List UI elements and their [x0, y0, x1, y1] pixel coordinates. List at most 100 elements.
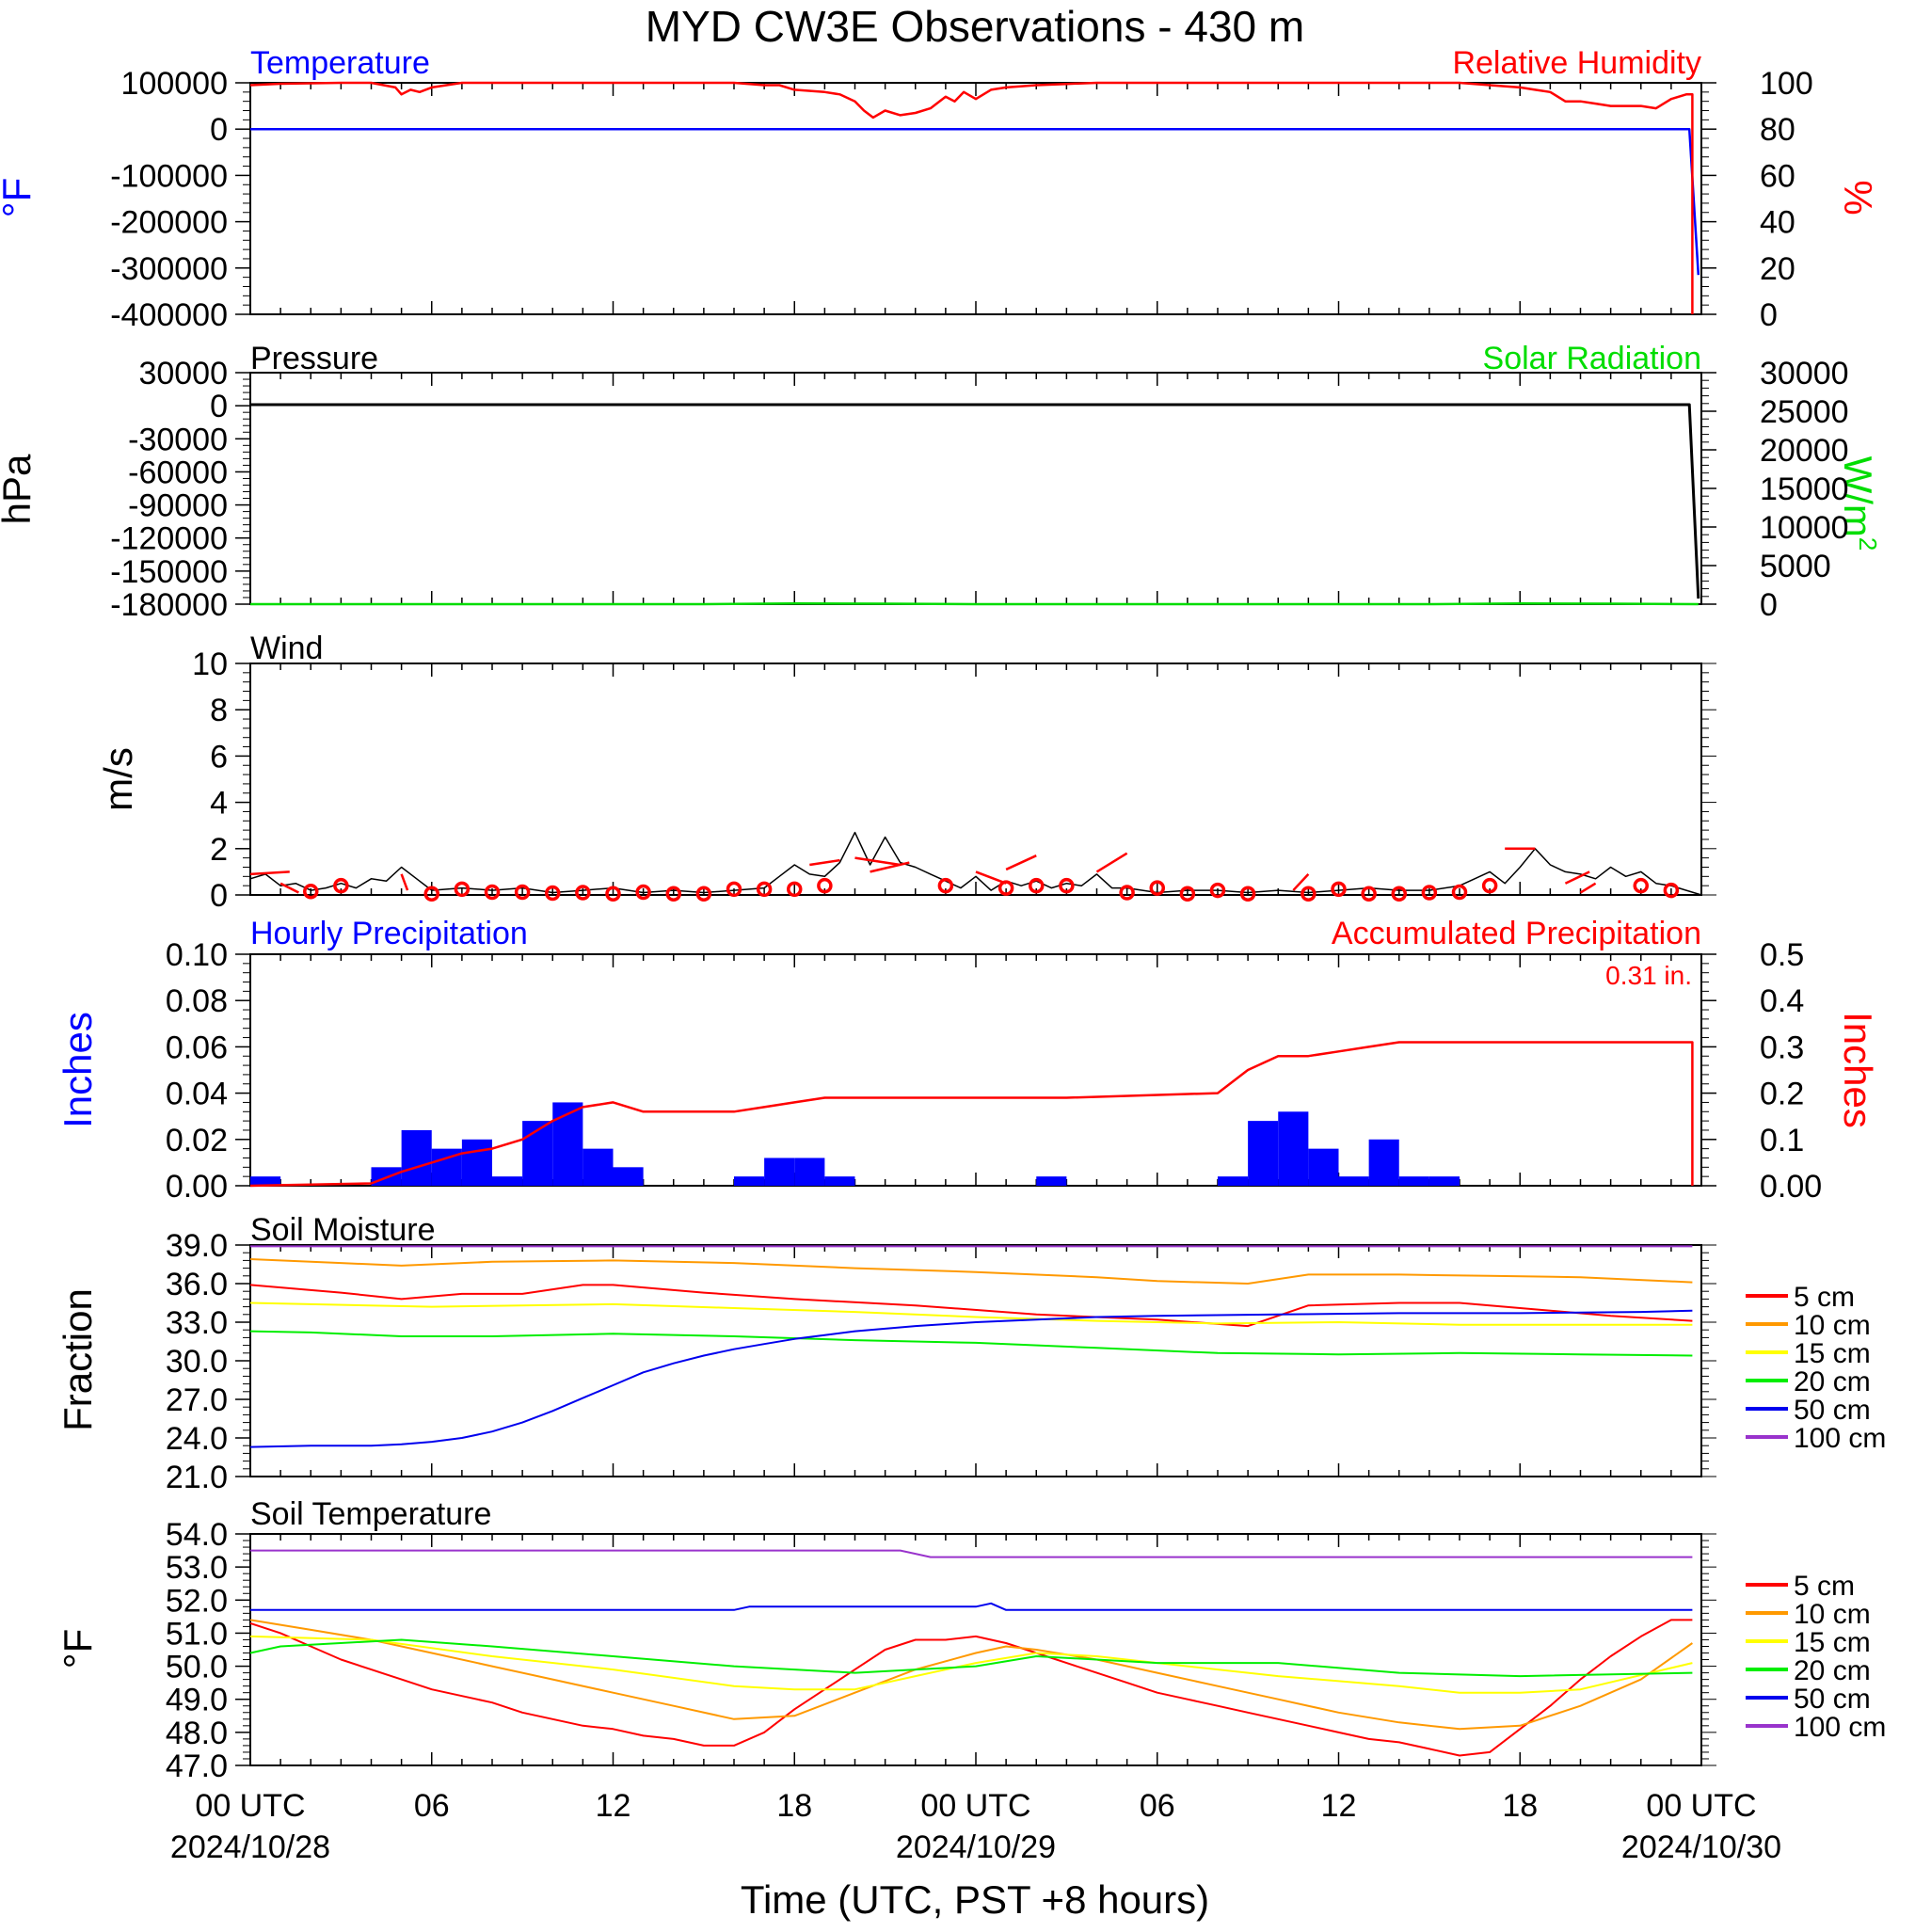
precip-total-label: 0.31 in. — [1605, 961, 1692, 990]
soil-temperature-unit: °F — [56, 1629, 100, 1669]
accum-precip-ytick-label: 0.00 — [1760, 1169, 1822, 1205]
x-tick-date: 2024/10/28 — [170, 1829, 330, 1865]
soil-moisture-ytick-label: 30.0 — [166, 1344, 228, 1380]
hourly-precip-unit: Inches — [56, 1012, 100, 1128]
soil-temperature-legend-label: 10 cm — [1794, 1599, 1871, 1630]
wind-calm-marker — [1119, 885, 1135, 901]
soil-moisture-ytick-label: 24.0 — [166, 1421, 228, 1457]
panel-soil-temperature: Soil Temperature °F — [56, 1496, 491, 1669]
wind-ytick-label: 8 — [210, 693, 228, 728]
pressure-ytick-label: 30000 — [138, 356, 228, 391]
panel-pressure-solar: Pressure Solar Radiation hPa W/m2 — [0, 341, 1882, 551]
hourly-precip-ytick-label: 0.10 — [166, 937, 228, 973]
temp-ytick-label: -400000 — [110, 297, 228, 333]
solar-title: Solar Radiation — [1483, 341, 1701, 376]
rh-ytick-label: 80 — [1760, 112, 1795, 148]
solar-ytick-label: 10000 — [1760, 510, 1849, 546]
wind-calm-marker — [1481, 877, 1498, 894]
humidity-line — [249, 81, 1694, 314]
figure-title: MYD CW3E Observations - 430 m — [646, 2, 1304, 51]
pressure-ytick-label: -60000 — [128, 455, 228, 490]
wind-barb — [1095, 852, 1128, 873]
wind-calm-marker — [514, 884, 531, 901]
solar-unit: W/m2 — [1836, 456, 1882, 551]
wind-barb — [1005, 854, 1037, 871]
wind-calm-marker — [787, 881, 803, 898]
soil-temperature-line — [250, 1549, 1693, 1558]
pressure-unit: hPa — [0, 454, 39, 524]
wind-ytick-label: 4 — [210, 786, 228, 822]
rh-ytick-label: 20 — [1760, 251, 1795, 287]
temp-rh-frame — [249, 82, 1702, 315]
precip-bar — [1218, 1176, 1249, 1186]
precip-bar — [582, 1148, 614, 1186]
wind-calm-marker — [1149, 880, 1165, 896]
wind-calm-marker — [575, 885, 591, 901]
precip-bar — [764, 1158, 795, 1186]
wind-calm-marker — [665, 886, 681, 902]
wind-ytick-label: 10 — [192, 647, 228, 682]
panel-wind: Wind m/s — [96, 631, 323, 811]
soil-temperature-ytick-label: 51.0 — [166, 1616, 228, 1652]
soil-moisture-ytick-label: 21.0 — [166, 1460, 228, 1495]
precip-bar — [1338, 1176, 1369, 1186]
wind-barb — [1292, 873, 1310, 891]
wind-calm-marker — [997, 880, 1014, 896]
x-tick-date: 2024/10/30 — [1621, 1829, 1781, 1865]
precip-bar — [492, 1176, 523, 1186]
wind-ytick-label: 0 — [210, 878, 228, 914]
precip-bar — [461, 1139, 492, 1186]
soil-moisture-ytick-label: 27.0 — [166, 1382, 228, 1418]
soil-moisture-ytick-label: 39.0 — [166, 1228, 228, 1264]
accum-precip-title: Accumulated Precipitation — [1332, 916, 1701, 951]
solar-ytick-label: 25000 — [1760, 394, 1849, 430]
wind-calm-marker — [1361, 886, 1377, 902]
precip-bar — [522, 1121, 553, 1186]
wind-calm-marker — [726, 881, 742, 898]
chart-marks: 1000000-100000-200000-300000-40000010080… — [110, 66, 1886, 1865]
soil-temperature-line — [249, 1635, 1693, 1694]
temp-ytick-label: -100000 — [110, 158, 228, 194]
hourly-precip-ytick-label: 0.08 — [166, 983, 228, 1019]
accum-precip-ytick-label: 0.5 — [1760, 937, 1804, 973]
wind-barb — [854, 856, 901, 867]
wind-calm-marker — [333, 877, 349, 894]
accum-precip-line — [249, 1041, 1694, 1188]
x-tick-label: 18 — [1502, 1788, 1538, 1824]
soil-temperature-line — [249, 1619, 1693, 1731]
panel-precip: Hourly Precipitation Accumulated Precipi… — [56, 916, 1880, 1128]
solar-ytick-label: 30000 — [1760, 356, 1849, 391]
soil-temperature-legend-label: 15 cm — [1794, 1627, 1871, 1658]
precip-bar — [1248, 1121, 1279, 1186]
x-tick-label: 00 UTC — [1646, 1788, 1756, 1824]
precip-bar — [824, 1176, 855, 1186]
soil-temperature-line — [249, 1619, 1693, 1757]
pressure-title: Pressure — [250, 341, 378, 376]
soil-temperature-line — [250, 1602, 1693, 1611]
accum-precip-ytick-label: 0.4 — [1760, 983, 1804, 1019]
wind-barb — [249, 870, 290, 876]
wind-barb — [809, 858, 840, 867]
wind-calm-marker — [817, 877, 833, 894]
soil-temperature-ytick-label: 48.0 — [166, 1716, 228, 1751]
pressure-line — [250, 403, 1700, 599]
wind-calm-marker — [423, 886, 439, 902]
wind-calm-marker — [484, 884, 501, 901]
wind-barb — [975, 870, 1007, 885]
rh-ytick-label: 60 — [1760, 158, 1795, 194]
panel-temp-rh: Temperature Relative Humidity °F % — [0, 45, 1880, 217]
wind-calm-marker — [1663, 882, 1680, 899]
wind-calm-marker — [545, 885, 561, 902]
wind-calm-marker — [1451, 884, 1468, 901]
wind-calm-marker — [1179, 886, 1196, 902]
soil-moisture-legend-label: 20 cm — [1794, 1366, 1871, 1397]
soil-temperature-ytick-label: 52.0 — [166, 1583, 228, 1619]
soil-temperature-ytick-label: 50.0 — [166, 1650, 228, 1685]
temp-ytick-label: -200000 — [110, 205, 228, 241]
panel-soil-moisture: Soil Moisture Fraction — [56, 1212, 436, 1431]
accum-precip-ytick-label: 0.3 — [1760, 1030, 1804, 1065]
rh-ytick-label: 100 — [1760, 66, 1813, 102]
soil-moisture-line — [249, 1309, 1693, 1448]
soil-temperature-ytick-label: 53.0 — [166, 1550, 228, 1586]
